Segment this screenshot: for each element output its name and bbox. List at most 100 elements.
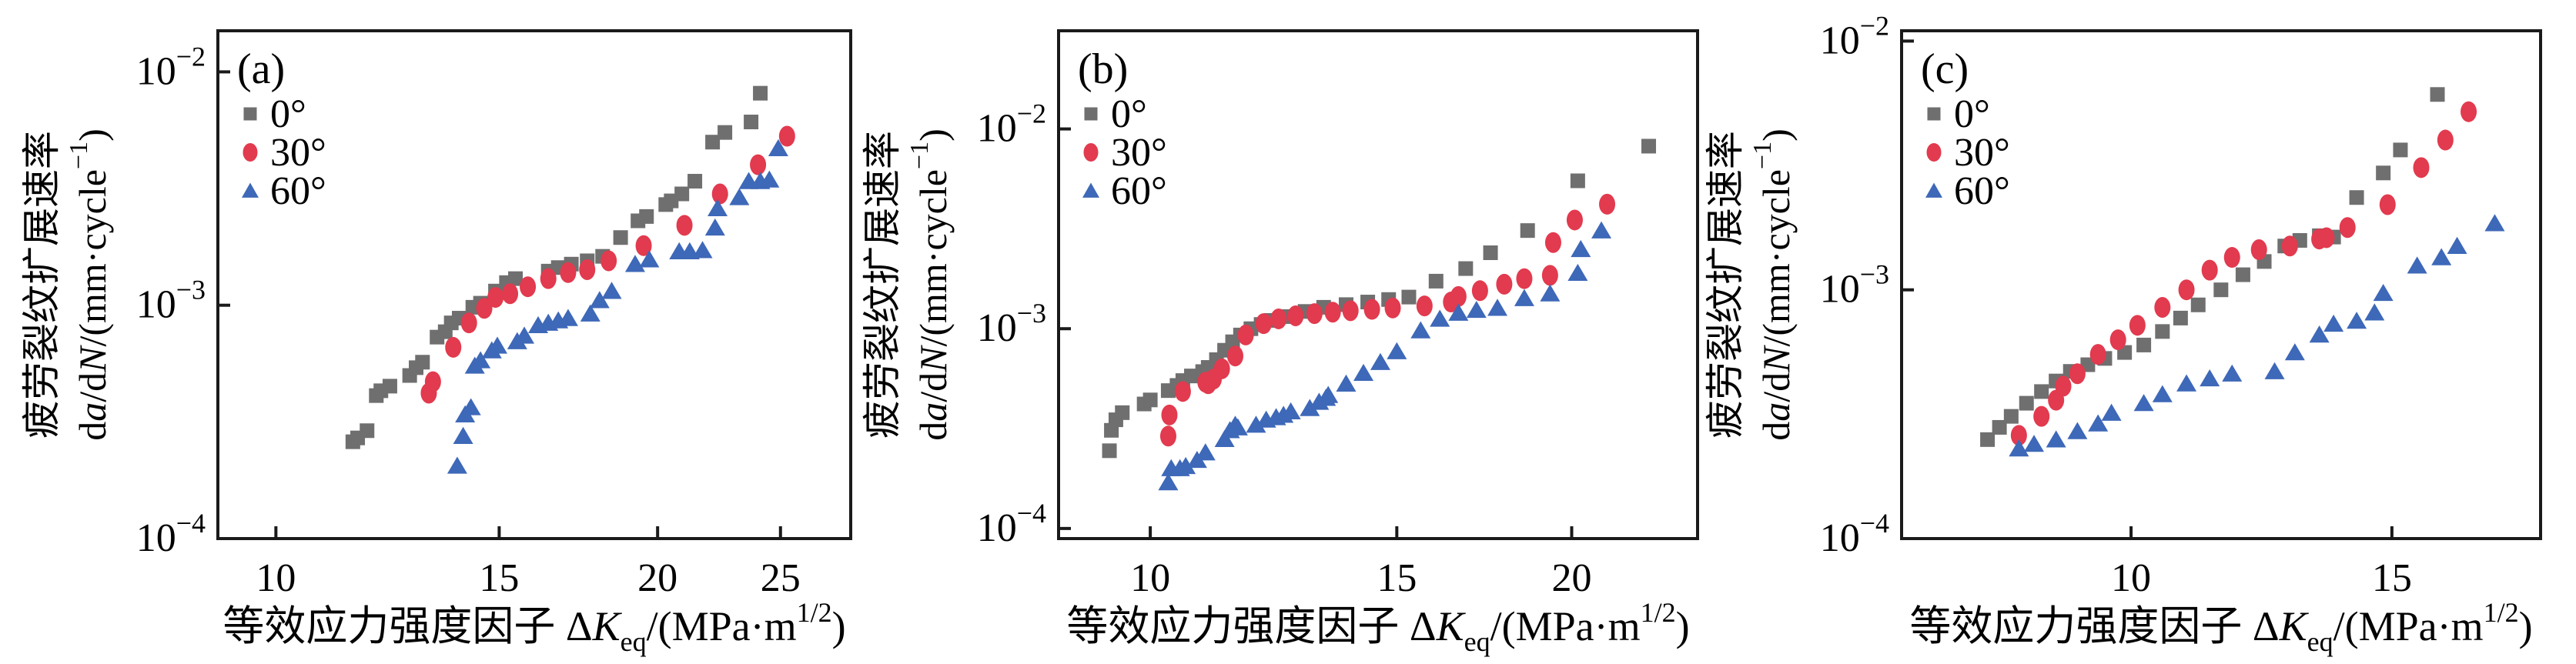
data-point-60deg xyxy=(453,426,473,444)
data-point-30deg xyxy=(2010,425,2027,446)
series-60deg xyxy=(447,138,788,474)
data-point-60deg xyxy=(2046,430,2066,448)
data-point-30deg xyxy=(2223,247,2240,269)
x-tick-label: 15 xyxy=(479,556,519,600)
y-tick-label: 10−4 xyxy=(136,508,206,560)
data-point-0deg xyxy=(2173,310,2188,325)
data-point-30deg xyxy=(1471,280,1488,302)
data-point-30deg xyxy=(1541,265,1558,286)
data-point-0deg xyxy=(753,85,768,101)
data-point-0deg xyxy=(2430,87,2445,102)
data-point-0deg xyxy=(1520,223,1535,239)
data-point-0deg xyxy=(674,186,690,202)
legend-item-label: 0° xyxy=(270,92,306,136)
data-point-60deg xyxy=(708,199,728,217)
data-point-60deg xyxy=(2447,236,2467,254)
data-point-60deg xyxy=(1448,303,1469,321)
data-point-30deg xyxy=(1159,425,1176,447)
data-point-60deg xyxy=(1430,309,1450,327)
data-point-30deg xyxy=(601,250,617,272)
data-point-30deg xyxy=(445,336,462,358)
y-tick-label: 10−2 xyxy=(977,98,1046,151)
data-point-30deg xyxy=(2109,329,2126,351)
data-point-30deg xyxy=(424,371,441,392)
data-point-0deg xyxy=(2155,324,2170,339)
data-point-30deg xyxy=(711,183,728,205)
data-point-60deg xyxy=(1571,239,1591,258)
panel-b: 10 15 20 10−2 10−3 10−4 (b)0°30°60° 等效应力强度因子 ΔK… xyxy=(861,29,1699,657)
plot-border xyxy=(1900,29,2542,540)
panel-c: 10 15 10−2 10−3 10−4 (c)0°30°60° 等效应力强度因子 ΔKeq… xyxy=(1704,10,2542,657)
data-point-60deg xyxy=(1195,443,1216,461)
y-tick-label: 10−3 xyxy=(1820,259,1889,312)
data-point-0deg xyxy=(1142,392,1158,408)
y-tick-label: 10−2 xyxy=(1820,10,1889,62)
data-point-0deg xyxy=(1483,245,1498,261)
data-point-30deg xyxy=(1384,297,1401,319)
circle-legend-marker-icon xyxy=(243,143,258,162)
series-0deg xyxy=(1102,138,1657,459)
data-point-60deg xyxy=(1176,456,1196,475)
data-point-60deg xyxy=(1227,418,1248,435)
data-point-60deg xyxy=(2431,248,2452,265)
data-point-30deg xyxy=(502,283,519,305)
data-point-60deg xyxy=(1370,352,1390,370)
data-point-60deg xyxy=(2373,283,2394,302)
legend: 0°30°60° xyxy=(242,92,326,213)
y-tick-label: 10−4 xyxy=(977,498,1046,550)
series-0deg xyxy=(345,85,768,449)
data-point-30deg xyxy=(2069,363,2086,385)
data-point-60deg xyxy=(692,241,713,259)
data-point-60deg xyxy=(1336,374,1357,392)
data-point-30deg xyxy=(2461,101,2477,122)
data-point-60deg xyxy=(1410,321,1431,339)
data-point-30deg xyxy=(2201,259,2218,281)
triangle-legend-marker-icon xyxy=(1925,182,1942,198)
y-tick-label: 10−4 xyxy=(1820,508,1889,560)
y-tick-label: 10−3 xyxy=(136,275,206,327)
data-point-30deg xyxy=(1237,324,1254,345)
legend-item-label: 0° xyxy=(1111,92,1147,136)
series-30deg xyxy=(420,125,795,404)
data-point-60deg xyxy=(2309,325,2330,343)
data-point-60deg xyxy=(1246,415,1266,433)
legend-item-label: 60° xyxy=(270,169,326,213)
x-tick-label: 10 xyxy=(256,556,296,600)
data-point-60deg xyxy=(1353,363,1374,382)
data-point-60deg xyxy=(2264,362,2285,379)
x-axis-label: 等效应力强度因子 ΔKeq/(MPa·m1/2) xyxy=(222,597,845,657)
y-axis-label-cn: 疲劳裂纹扩展速率 xyxy=(20,131,63,439)
data-point-60deg xyxy=(2200,369,2220,387)
data-point-0deg xyxy=(1184,369,1199,384)
data-point-30deg xyxy=(1416,295,1433,317)
data-point-30deg xyxy=(2318,227,2335,249)
data-point-60deg xyxy=(1387,342,1407,359)
data-point-60deg xyxy=(2009,439,2029,457)
data-point-30deg xyxy=(2437,129,2454,151)
x-tick-label: 10 xyxy=(2111,556,2151,600)
square-legend-marker-icon xyxy=(1084,107,1098,121)
data-point-60deg xyxy=(768,138,788,157)
data-point-60deg xyxy=(487,336,508,354)
x-tick-label: 25 xyxy=(761,556,801,600)
data-point-0deg xyxy=(1641,138,1657,154)
legend: 0°30°60° xyxy=(1925,92,2010,213)
data-point-30deg xyxy=(635,235,652,256)
y-tick-label: 10−3 xyxy=(977,298,1046,350)
circle-legend-marker-icon xyxy=(1083,143,1099,162)
data-point-60deg xyxy=(2067,422,2088,439)
data-point-0deg xyxy=(1102,443,1117,459)
data-point-30deg xyxy=(1324,302,1341,323)
data-point-60deg xyxy=(2024,435,2045,452)
data-point-30deg xyxy=(1287,305,1304,326)
x-axis-label: 等效应力强度因子 ΔKeq/(MPa·m1/2) xyxy=(1909,597,2532,657)
data-point-60deg xyxy=(1300,399,1320,416)
data-point-0deg xyxy=(1115,405,1130,420)
data-point-0deg xyxy=(2019,395,2034,411)
data-point-0deg xyxy=(1992,419,2007,435)
legend-item-label: 60° xyxy=(1954,169,2010,213)
data-point-30deg xyxy=(1363,299,1380,320)
data-point-60deg xyxy=(1318,385,1339,403)
data-point-60deg xyxy=(2364,303,2385,321)
